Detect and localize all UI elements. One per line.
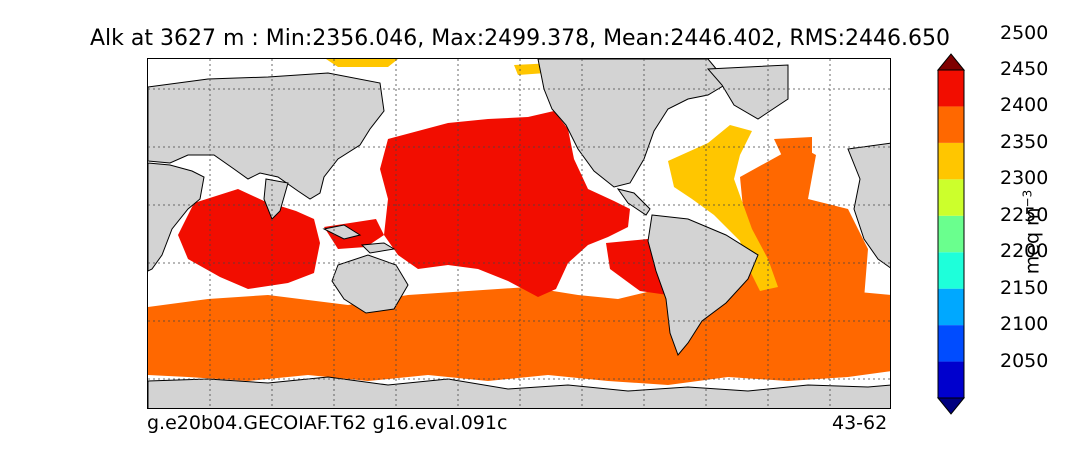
australia-landmass xyxy=(331,254,409,314)
africa-landmass xyxy=(148,162,205,272)
colorbar-tick-label: 2500 xyxy=(1000,21,1049,44)
colorbar-over-triangle xyxy=(936,53,966,71)
colorbar-segment xyxy=(938,361,964,398)
graticule xyxy=(148,59,890,408)
pacific-field xyxy=(380,111,630,297)
colorbar-tick-label: 2100 xyxy=(1000,313,1049,336)
colorbar-tick-label: 2450 xyxy=(1000,58,1049,80)
colorbar-segment xyxy=(938,288,964,326)
world-map xyxy=(148,59,890,408)
land-masses xyxy=(148,59,890,408)
colorbar-segment xyxy=(938,70,964,107)
indonesia-landmass xyxy=(322,224,396,254)
antarctica-landmass xyxy=(148,376,890,408)
colorbar-graphic xyxy=(936,53,966,415)
colorbar-units: meq m−3 xyxy=(1020,189,1044,275)
colorbar-segment xyxy=(938,179,964,216)
africa-east-landmass xyxy=(847,142,890,269)
colorbar-tick-label: 2150 xyxy=(1000,276,1049,299)
arctic-yellow-field xyxy=(326,59,554,75)
colorbar-segment xyxy=(938,215,964,253)
colorbar-under-triangle xyxy=(936,397,966,415)
colorbar-tick-label: 2050 xyxy=(1000,349,1049,372)
india-landmass xyxy=(263,178,289,220)
central-america-landmass xyxy=(616,188,651,216)
colorbar-tick-label: 2300 xyxy=(1000,167,1049,190)
east-atlantic-field xyxy=(774,137,812,169)
colorbar xyxy=(935,50,967,422)
run-id-label: g.e20b04.GECOIAF.T62 g16.eval.091c xyxy=(147,412,508,434)
greenland-landmass xyxy=(706,64,789,120)
colorbar-tick-label: 2350 xyxy=(1000,130,1049,153)
colorbar-segment xyxy=(938,142,964,180)
map-title: Alk at 3627 m : Min:2356.046, Max:2499.3… xyxy=(90,26,950,51)
colorbar-segment xyxy=(938,325,964,362)
colorbar-frame xyxy=(937,69,965,399)
indian-ocean-field xyxy=(178,189,320,289)
map-plot-area xyxy=(147,58,891,409)
colorbar-segment xyxy=(938,252,964,289)
year-range-label: 43-62 xyxy=(832,412,888,434)
colorbar-tick-label: 2250 xyxy=(1000,203,1049,226)
north-atlantic-yellow-field xyxy=(668,125,778,291)
colorbar-tick-label: 2400 xyxy=(1000,94,1049,117)
colorbar-segment xyxy=(938,106,964,143)
south-america-landmass xyxy=(647,214,759,356)
eurasia-landmass xyxy=(148,72,385,200)
colorbar-tick-label: 2200 xyxy=(1000,240,1049,263)
